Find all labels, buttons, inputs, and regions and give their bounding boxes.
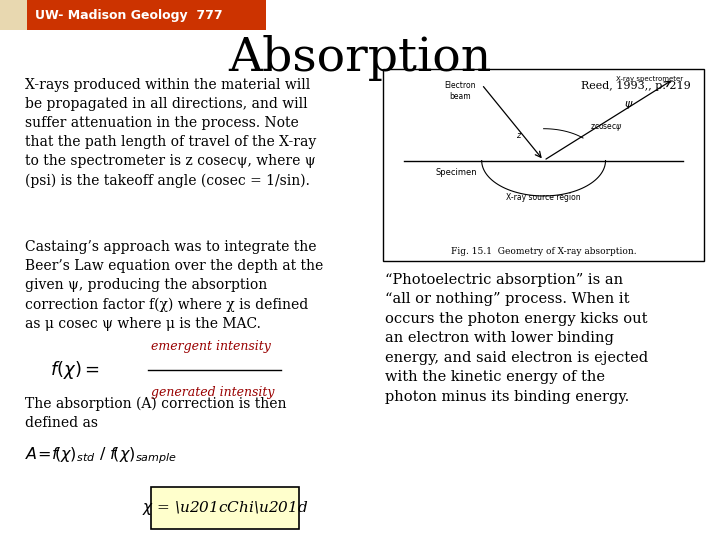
Text: emergent intensity: emergent intensity xyxy=(151,340,271,353)
Text: Castaing’s approach was to integrate the
Beer’s Law equation over the depth at t: Castaing’s approach was to integrate the… xyxy=(25,240,323,330)
Text: zcosec$\psi$: zcosec$\psi$ xyxy=(590,122,623,133)
Text: Fig. 15.1  Geometry of X-ray absorption.: Fig. 15.1 Geometry of X-ray absorption. xyxy=(451,247,636,256)
FancyBboxPatch shape xyxy=(151,487,299,529)
Text: X-rays produced within the material will
be propagated in all directions, and wi: X-rays produced within the material will… xyxy=(25,78,317,187)
Text: X-ray source region: X-ray source region xyxy=(506,192,581,201)
Text: Absorption: Absorption xyxy=(228,35,492,81)
Text: $\psi$: $\psi$ xyxy=(624,99,634,111)
Text: “Photoelectric absorption” is an
“all or nothing” process. When it
occurs the ph: “Photoelectric absorption” is an “all or… xyxy=(385,273,648,404)
Text: $A\!=\!f\!(\chi)_{std}\ /\ f\!(\chi)_{sample}$: $A\!=\!f\!(\chi)_{std}\ /\ f\!(\chi)_{sa… xyxy=(25,446,178,466)
Text: $\chi$ = \u201cChi\u201d: $\chi$ = \u201cChi\u201d xyxy=(142,499,309,517)
Text: UW- Madison Geology  777: UW- Madison Geology 777 xyxy=(35,9,222,22)
Text: Reed, 1993,, p. 219: Reed, 1993,, p. 219 xyxy=(582,81,691,91)
Text: Specimen: Specimen xyxy=(435,167,477,177)
Text: Electron: Electron xyxy=(444,81,476,90)
FancyBboxPatch shape xyxy=(0,0,266,30)
Text: X-ray spectrometer: X-ray spectrometer xyxy=(616,76,683,82)
Text: z: z xyxy=(516,131,520,139)
Text: $f(\chi) =$: $f(\chi) =$ xyxy=(50,359,100,381)
Text: beam: beam xyxy=(449,91,471,100)
FancyBboxPatch shape xyxy=(0,0,27,30)
Text: The absorption (A) correction is then
defined as: The absorption (A) correction is then de… xyxy=(25,397,287,430)
FancyBboxPatch shape xyxy=(383,69,704,261)
Text: generated intensity: generated intensity xyxy=(151,386,275,399)
